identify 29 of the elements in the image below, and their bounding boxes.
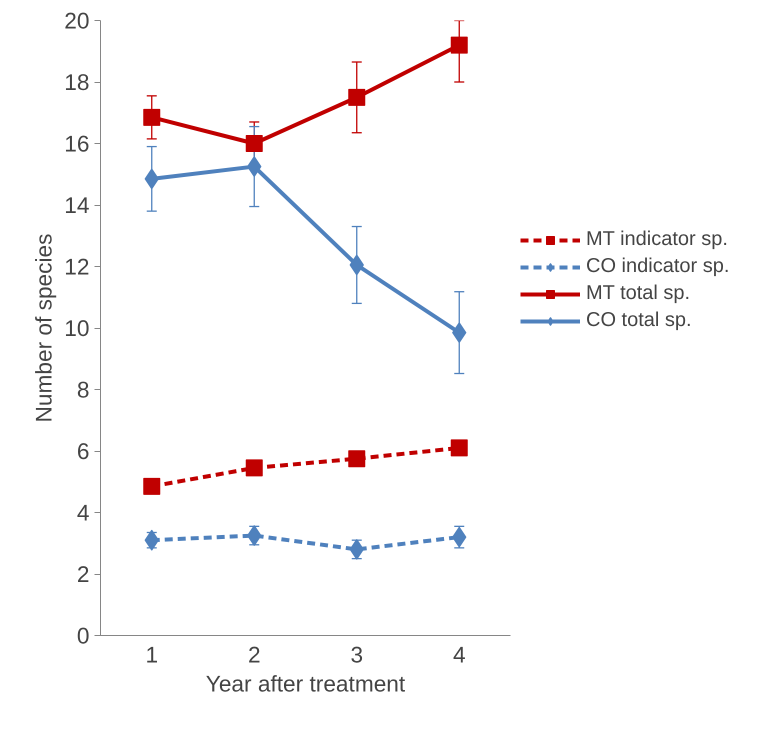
y-tick-label: 0	[76, 622, 90, 648]
x-axis-title: Year after treatment	[206, 670, 406, 696]
point	[246, 135, 263, 152]
point	[450, 439, 468, 456]
x-tick-label: 2	[248, 642, 261, 668]
y-tick-label: 12	[64, 254, 90, 280]
point	[450, 36, 468, 54]
point	[143, 478, 160, 495]
y-tick-label: 18	[64, 69, 90, 95]
y-tick-label: 10	[64, 315, 90, 341]
x-tick-label: 1	[145, 642, 158, 668]
y-axis-title: Number of species	[30, 234, 56, 422]
y-tick-label: 20	[64, 8, 90, 34]
y-tick-label: 16	[64, 130, 90, 156]
point	[348, 88, 366, 106]
y-tick-label: 2	[76, 561, 90, 587]
point	[143, 108, 160, 126]
y-tick-label: 6	[76, 438, 90, 464]
point	[246, 459, 263, 476]
legend-label: CO indicator sp.	[586, 255, 730, 278]
y-tick-label: 8	[76, 376, 90, 402]
point	[348, 450, 366, 468]
legend-label: MT total sp.	[586, 282, 690, 305]
x-tick-label: 3	[350, 642, 364, 668]
legend-label: MT indicator sp.	[586, 228, 728, 251]
y-tick-label: 14	[64, 192, 90, 218]
legend-label: CO total sp.	[586, 309, 692, 332]
y-tick-label: 4	[76, 500, 90, 526]
x-tick-label: 4	[452, 642, 466, 668]
